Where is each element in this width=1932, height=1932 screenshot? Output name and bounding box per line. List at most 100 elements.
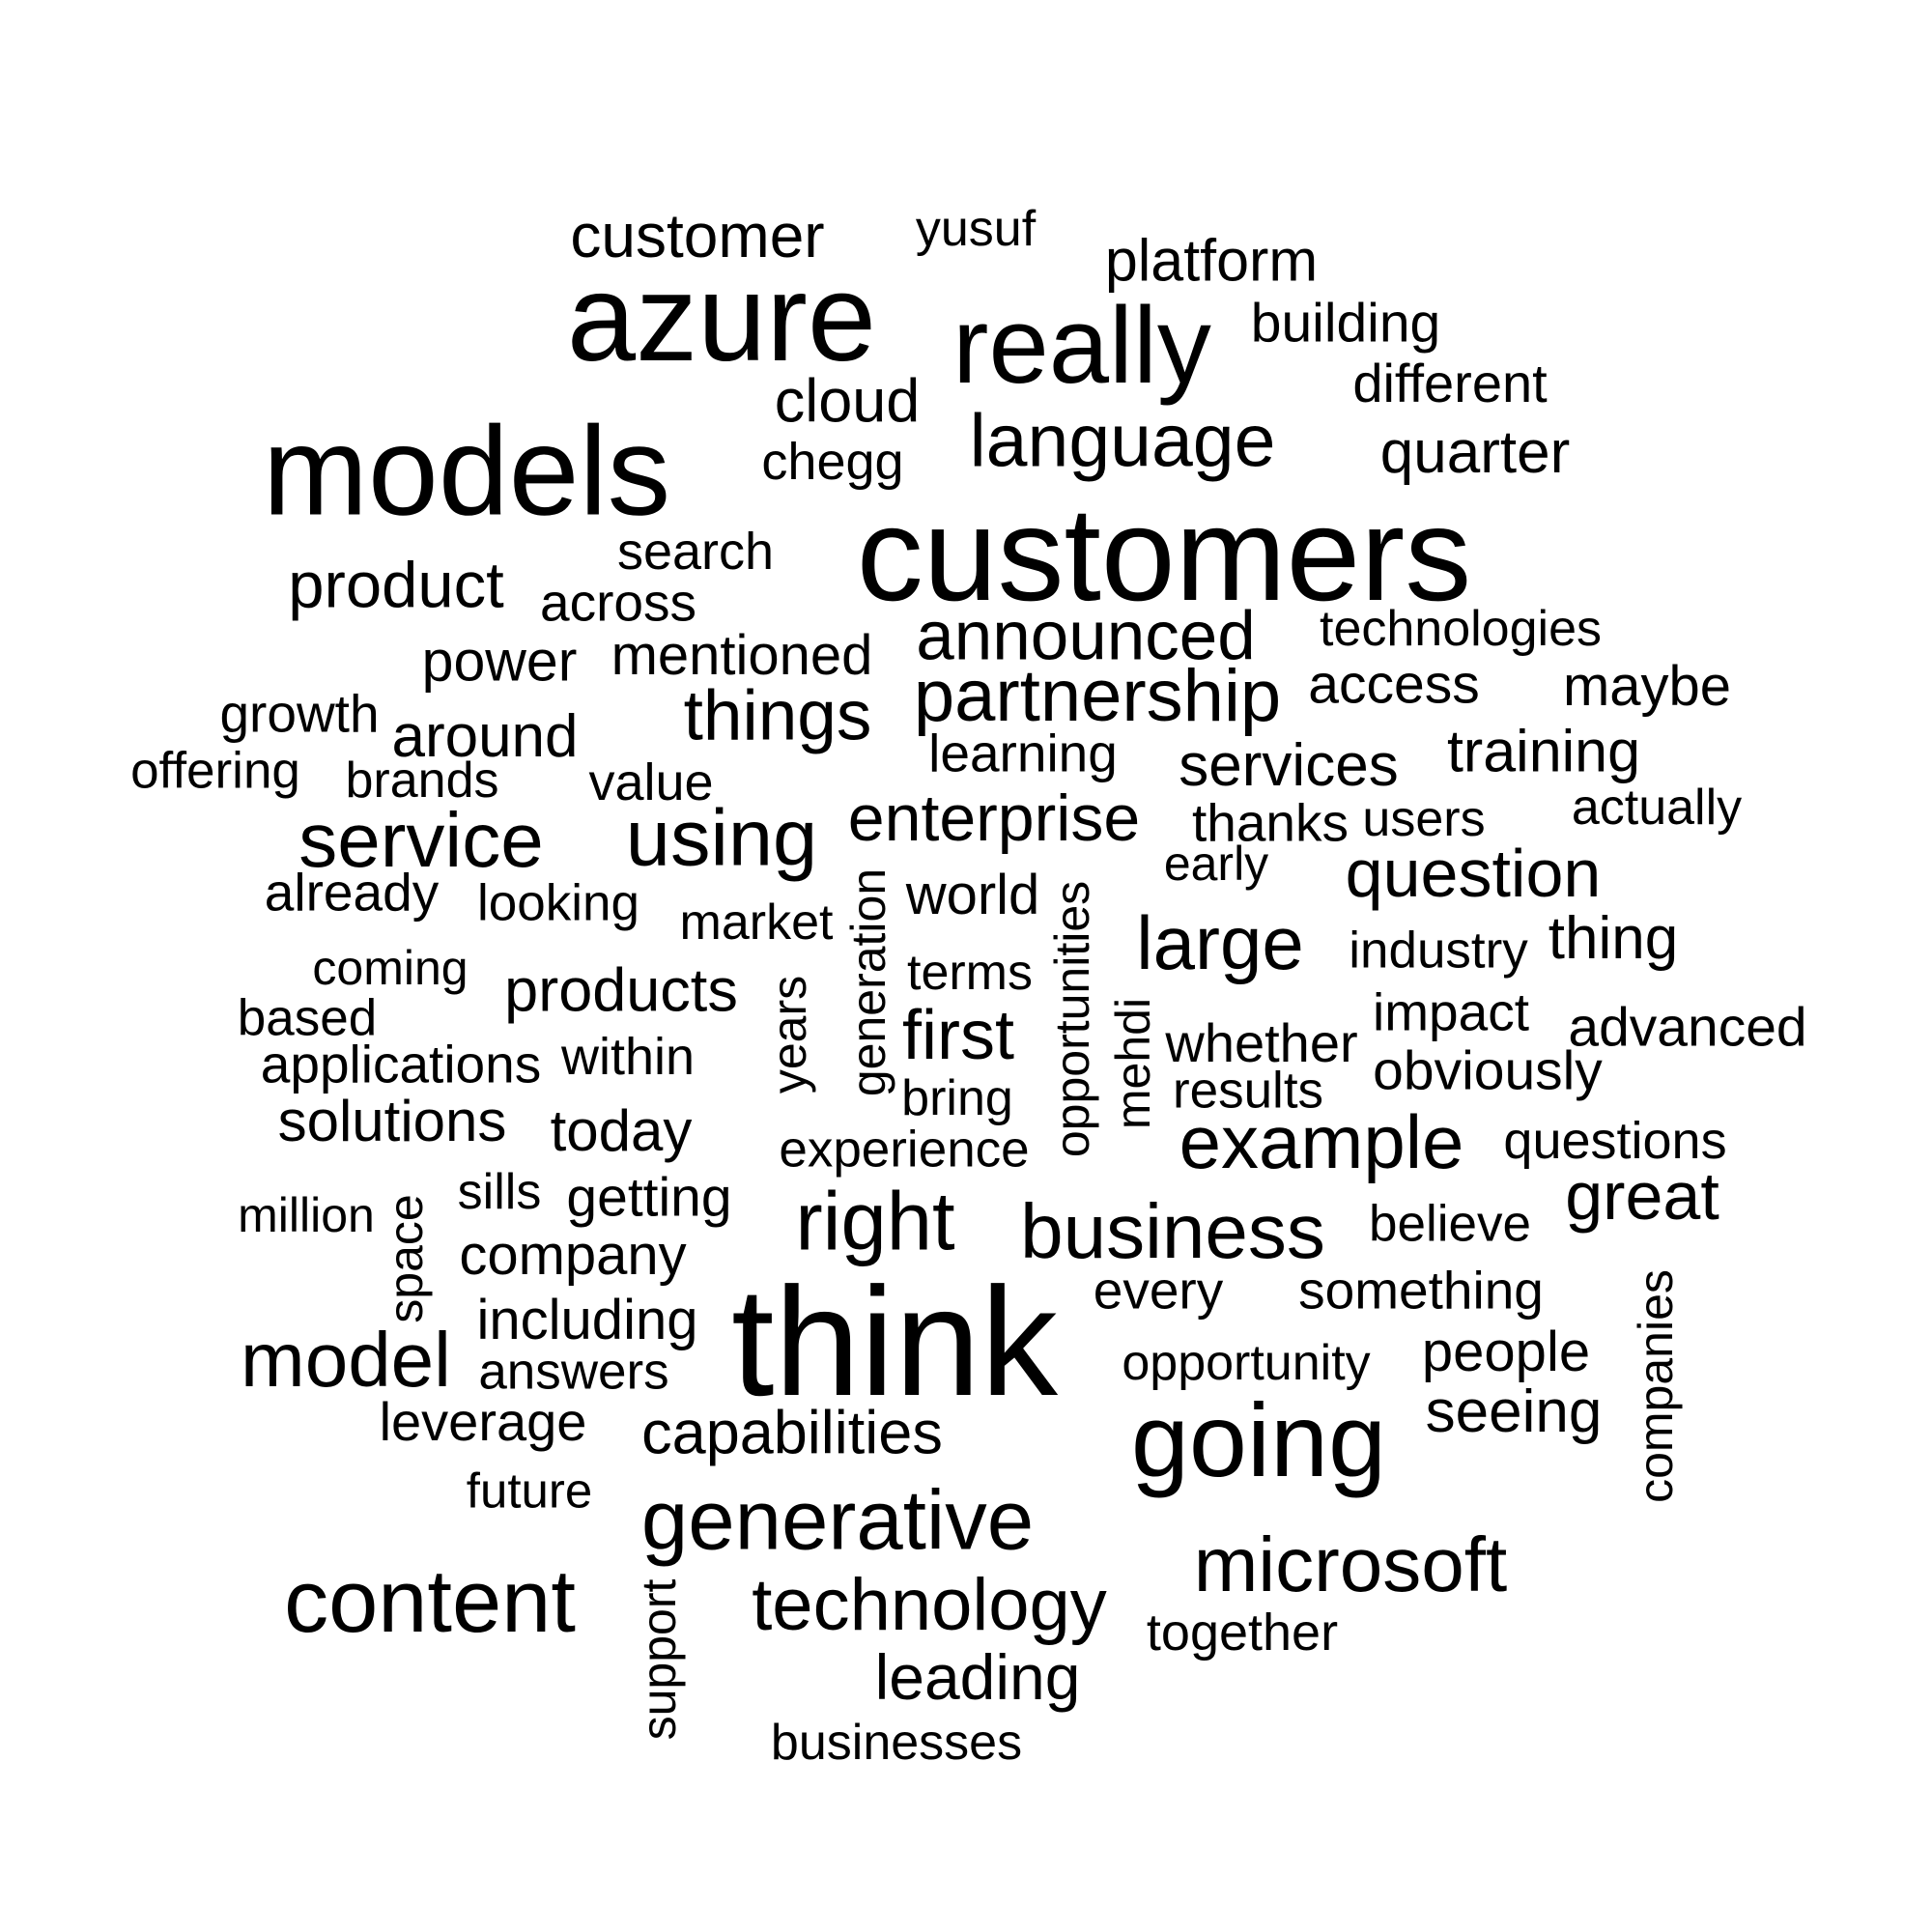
word-within: within <box>560 1028 696 1086</box>
word-platform: platform <box>1104 227 1319 294</box>
word-brands: brands <box>345 753 499 809</box>
word-cloud: cloud <box>774 367 921 436</box>
word-mehdi: mehdi <box>1106 997 1160 1130</box>
word-going: going <box>1130 1381 1387 1498</box>
word-believe: believe <box>1369 1195 1531 1253</box>
word-industry: industry <box>1349 922 1528 980</box>
word-products: products <box>504 956 738 1025</box>
word-product: product <box>288 549 504 622</box>
word-impact: impact <box>1373 981 1529 1042</box>
word-question: question <box>1345 836 1602 911</box>
word-sills: sills <box>457 1164 542 1220</box>
word-market: market <box>679 895 834 951</box>
word-training: training <box>1446 718 1641 784</box>
word-results: results <box>1172 1062 1324 1120</box>
word-seeing: seeing <box>1425 1378 1603 1445</box>
word-company: company <box>459 1224 687 1287</box>
word-partnership: partnership <box>913 655 1282 737</box>
word-across: across <box>540 572 696 633</box>
word-customer: customer <box>570 201 825 270</box>
word-leading: leading <box>874 1641 1081 1713</box>
word-microsoft: microsoft <box>1193 1521 1508 1607</box>
word-really: really <box>952 285 1211 406</box>
word-thing: thing <box>1548 905 1679 972</box>
word-every: every <box>1093 1260 1224 1321</box>
word-generative: generative <box>640 1473 1035 1568</box>
word-around: around <box>391 703 579 770</box>
word-years: years <box>762 975 816 1094</box>
word-think: think <box>731 1255 1058 1428</box>
word-applications: applications <box>260 1034 542 1094</box>
word-getting: getting <box>566 1166 732 1229</box>
word-generation: generation <box>841 867 895 1097</box>
word-early: early <box>1163 837 1269 891</box>
word-opportunity: opportunity <box>1122 1335 1371 1391</box>
word-azure: azure <box>566 249 877 387</box>
word-support: support <box>632 1578 686 1741</box>
word-things: things <box>683 676 872 755</box>
word-technologies: technologies <box>1320 601 1602 657</box>
word-coming: coming <box>312 941 469 995</box>
word-people: people <box>1421 1321 1591 1383</box>
word-today: today <box>550 1098 693 1163</box>
word-bring: bring <box>901 1070 1013 1126</box>
word-chegg: chegg <box>761 433 904 491</box>
word-enterprise: enterprise <box>847 781 1141 855</box>
word-quarter: quarter <box>1379 419 1571 486</box>
word-future: future <box>466 1463 593 1519</box>
word-whether: whether <box>1165 1012 1358 1073</box>
word-world: world <box>905 864 1040 926</box>
word-actually: actually <box>1571 780 1743 836</box>
word-first: first <box>902 997 1014 1074</box>
word-models: models <box>262 399 671 542</box>
word-answers: answers <box>478 1343 669 1401</box>
word-large: large <box>1136 900 1304 985</box>
word-offering: offering <box>130 742 300 800</box>
word-language: language <box>969 399 1276 483</box>
word-growth: growth <box>219 683 380 744</box>
word-already: already <box>264 862 440 923</box>
word-together: together <box>1146 1604 1339 1662</box>
word-example: example <box>1179 1099 1464 1184</box>
word-using: using <box>625 792 818 883</box>
word-business: business <box>1020 1188 1325 1274</box>
word-thanks: thanks <box>1191 792 1350 853</box>
word-yusuf: yusuf <box>915 201 1037 257</box>
word-questions: questions <box>1503 1112 1727 1170</box>
word-million: million <box>238 1188 375 1242</box>
word-looking: looking <box>477 874 639 932</box>
word-different: different <box>1352 353 1548 413</box>
word-right: right <box>795 1176 955 1268</box>
word-users: users <box>1362 791 1486 847</box>
word-building: building <box>1250 292 1441 355</box>
word-service: service <box>298 797 544 883</box>
word-businesses: businesses <box>770 1715 1023 1771</box>
word-search: search <box>616 523 775 581</box>
word-learning: learning <box>928 723 1118 783</box>
word-mentioned: mentioned <box>611 624 873 687</box>
word-something: something <box>1298 1260 1544 1321</box>
word-announced: announced <box>916 598 1256 675</box>
word-experience: experience <box>779 1121 1030 1179</box>
word-opportunities: opportunities <box>1045 880 1099 1158</box>
word-based: based <box>237 989 378 1047</box>
word-technology: technology <box>752 1564 1107 1646</box>
word-model: model <box>241 1317 451 1403</box>
word-customers: customers <box>856 480 1472 629</box>
word-solutions: solutions <box>277 1089 507 1153</box>
word-obviously: obviously <box>1373 1039 1603 1102</box>
word-capabilities: capabilities <box>641 1399 943 1467</box>
word-power: power <box>421 629 578 694</box>
word-maybe: maybe <box>1562 655 1732 718</box>
word-space: space <box>379 1194 433 1323</box>
word-content: content <box>284 1552 576 1651</box>
word-including: including <box>476 1289 698 1351</box>
word-terms: terms <box>907 945 1033 1001</box>
word-services: services <box>1179 732 1399 799</box>
word-value: value <box>588 753 714 811</box>
word-leverage: leverage <box>379 1391 587 1452</box>
word-companies: companies <box>1629 1269 1683 1503</box>
word-great: great <box>1565 1158 1719 1234</box>
word-advanced: advanced <box>1568 996 1807 1059</box>
